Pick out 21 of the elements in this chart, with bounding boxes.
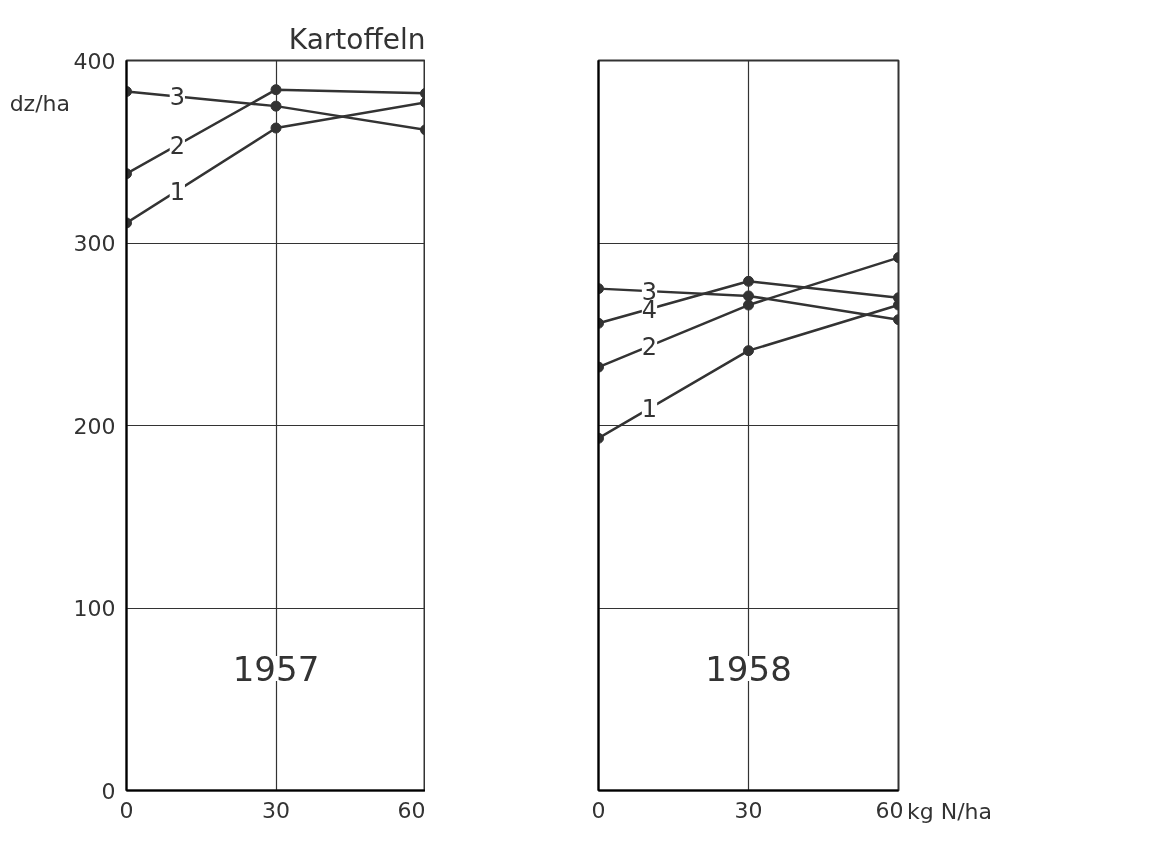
x-tick-label: 30 — [734, 797, 763, 823]
series-label: 2 — [641, 333, 658, 361]
annotation: 1957 — [232, 649, 320, 689]
x-tick-label: 60 — [397, 797, 426, 823]
y-tick-label: 200 — [73, 413, 116, 439]
x-tick-label: 60 — [875, 797, 904, 823]
series-label: 1 — [169, 177, 185, 206]
y-tick-label: 300 — [73, 231, 116, 256]
annotation: 1958 — [705, 649, 792, 689]
series-label: 3 — [169, 83, 185, 112]
x-tick-label: 30 — [262, 797, 290, 823]
y-axis-title: dz/ha — [9, 90, 70, 118]
y-tick-label: 0 — [101, 778, 116, 804]
x-tick-label: 0 — [591, 797, 606, 823]
x-axis-title: kg N/ha — [907, 798, 992, 826]
chart-title: Kartoffeln — [288, 22, 426, 56]
y-tick-label: 400 — [73, 48, 116, 74]
x-tick-label: 0 — [119, 797, 134, 823]
series-label: 1 — [641, 395, 658, 424]
y-tick-label: 100 — [73, 596, 116, 621]
series-label: 2 — [169, 132, 185, 161]
